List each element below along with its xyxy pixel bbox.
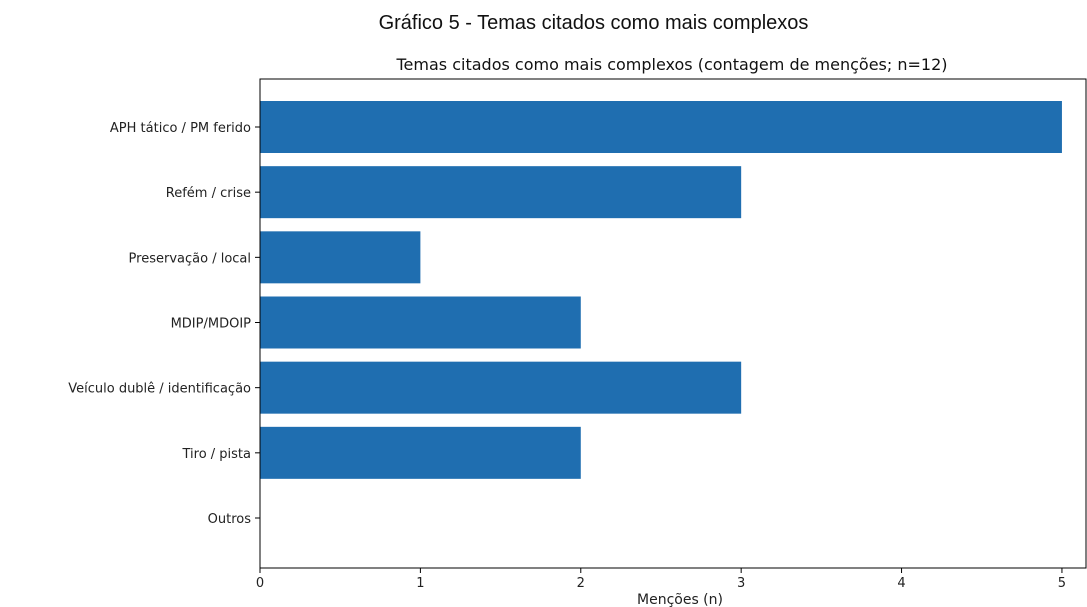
- bar-5: [260, 426, 581, 479]
- x-tick-label: 3: [737, 576, 745, 591]
- y-tick-label: Outros: [208, 512, 252, 527]
- bar-1: [260, 166, 742, 219]
- y-tick-label: MDIP/MDOIP: [171, 317, 252, 332]
- x-tick-label: 0: [256, 576, 264, 591]
- y-tick-label: Tiro / pista: [181, 447, 251, 462]
- x-tick-label: 2: [577, 576, 585, 591]
- bar-3: [260, 296, 581, 349]
- y-tick-label: APH tático / PM ferido: [110, 121, 251, 136]
- x-tick-label: 4: [897, 576, 905, 591]
- x-tick-label: 1: [416, 576, 424, 591]
- x-axis-title: Menções (n): [637, 592, 723, 607]
- bar-2: [260, 231, 421, 284]
- y-tick-label: Refém / crise: [166, 186, 251, 201]
- plot-frame: [259, 78, 1087, 569]
- bar-0: [260, 101, 1062, 153]
- y-tick-label: Veículo dublê / identificação: [68, 382, 251, 397]
- chart-title: Temas citados como mais complexos (conta…: [396, 55, 948, 74]
- x-tick-label: 5: [1058, 576, 1066, 591]
- y-tick-label: Preservação / local: [129, 251, 251, 266]
- figure-caption: Gráfico 5 - Temas citados como mais comp…: [378, 12, 809, 34]
- bar-4: [260, 361, 742, 414]
